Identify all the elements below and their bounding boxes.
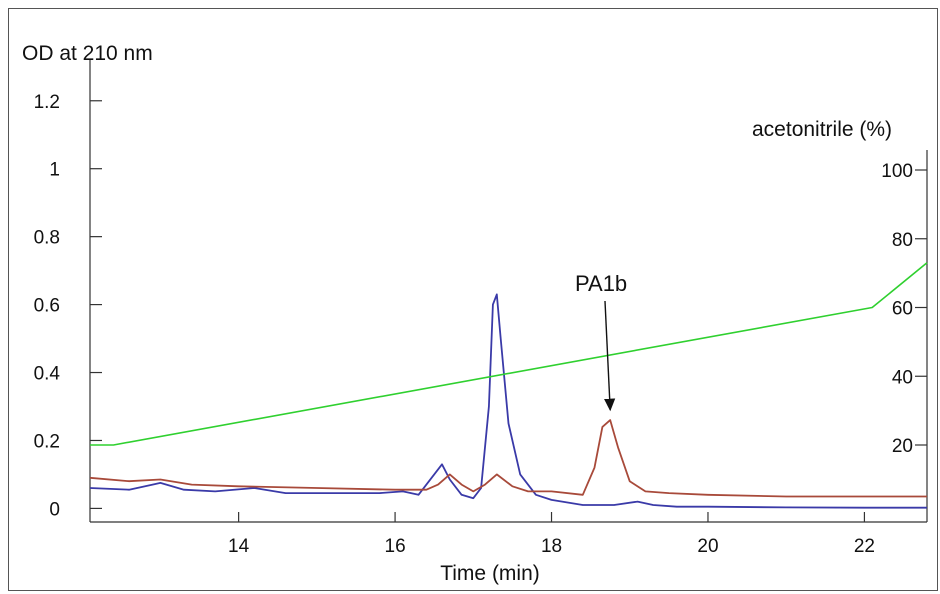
y-left-tick-label: 0.6 xyxy=(34,296,60,317)
y-left-tick-label: 0.2 xyxy=(34,431,60,452)
x-tick-label: 20 xyxy=(697,536,718,557)
y-right-tick-label: 40 xyxy=(892,367,913,388)
y-left-tick-label: 1 xyxy=(49,160,60,181)
y-right-axis-title: acetonitrile (%) xyxy=(752,118,892,141)
figure-border xyxy=(8,8,938,591)
annotation-label: PA1b xyxy=(575,271,627,296)
series-line-2 xyxy=(90,262,928,446)
y-right-tick-label: 60 xyxy=(892,299,913,320)
series-line-0 xyxy=(89,293,927,509)
axes-group: 0 0.2 0.4 0.6 0.8 1 1.2 20 40 60 80 100 14 16 18 20 22 xyxy=(34,60,928,557)
annotation-arrow xyxy=(604,300,616,412)
y-right-tick-label: 20 xyxy=(892,436,913,457)
series-line-1 xyxy=(89,419,927,498)
x-tick-label: 18 xyxy=(541,536,562,557)
y-left-tick-label: 0 xyxy=(49,499,60,520)
x-axis-title: Time (min) xyxy=(440,562,540,585)
y-left-tick-label: 1.2 xyxy=(34,92,60,113)
x-tick-label: 14 xyxy=(228,536,250,557)
annotation-group: PA1b xyxy=(575,271,627,412)
y-left-axis-title: OD at 210 nm xyxy=(22,42,153,65)
series-group xyxy=(89,262,928,509)
y-left-tick-label: 0.4 xyxy=(34,364,61,385)
y-right-tick-label: 100 xyxy=(881,161,913,182)
x-tick-label: 22 xyxy=(854,536,875,557)
y-left-tick-label: 0.8 xyxy=(34,228,60,249)
x-tick-label: 16 xyxy=(385,536,406,557)
y-right-tick-label: 80 xyxy=(892,230,913,251)
